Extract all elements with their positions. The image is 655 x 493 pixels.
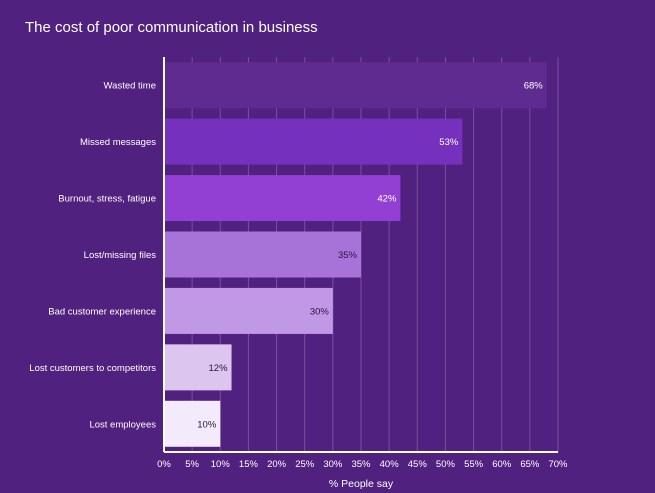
tick-label: 0%: [157, 459, 171, 470]
tick-label: 35%: [351, 459, 371, 470]
category-label: Wasted time: [104, 81, 156, 92]
tick-label: 30%: [323, 459, 343, 470]
tick-label: 70%: [548, 459, 568, 470]
value-label: 35%: [338, 250, 358, 261]
tick-label: 55%: [464, 459, 484, 470]
bar: [164, 287, 333, 334]
tick-label: 40%: [380, 459, 400, 470]
tick-label: 25%: [295, 459, 315, 470]
value-label: 53%: [439, 137, 459, 148]
bar: [164, 344, 232, 391]
category-label: Bad customer experience: [48, 306, 156, 317]
tick-label: 15%: [239, 459, 259, 470]
category-labels: Wasted time Missed messages Burnout, stres…: [29, 81, 156, 431]
bar: [164, 400, 221, 447]
value-label: 68%: [524, 81, 544, 92]
tick-label: 45%: [408, 459, 428, 470]
bar: [164, 175, 401, 222]
tick-label: 50%: [436, 459, 456, 470]
tick-label: 60%: [492, 459, 512, 470]
value-label: 30%: [310, 306, 330, 317]
category-label: Lost/missing files: [84, 250, 157, 261]
category-label: Lost employees: [89, 419, 156, 430]
x-axis-ticks: 0% 5% 10% 15% 20% 25% 30% 35% 40% 45% 50% 55% 60% 65%…: [157, 459, 568, 470]
value-label: 10%: [197, 419, 217, 430]
bar: [164, 62, 547, 109]
tick-label: 20%: [267, 459, 287, 470]
tick-label: 65%: [520, 459, 540, 470]
bars-group: [164, 62, 547, 447]
category-label: Missed messages: [80, 137, 156, 148]
x-axis-title: % People say: [329, 478, 394, 490]
bar: [164, 231, 361, 278]
tick-label: 10%: [211, 459, 231, 470]
value-label: 42%: [377, 194, 397, 205]
category-label: Burnout, stress, fatigue: [58, 194, 156, 205]
tick-label: 5%: [185, 459, 199, 470]
bar: [164, 118, 463, 165]
value-label: 12%: [209, 363, 229, 374]
category-label: Lost customers to competitors: [29, 363, 156, 374]
chart-title: The cost of poor communication in busine…: [25, 19, 318, 36]
value-labels: 68% 53% 42% 35% 30% 12% 10%: [197, 81, 543, 431]
